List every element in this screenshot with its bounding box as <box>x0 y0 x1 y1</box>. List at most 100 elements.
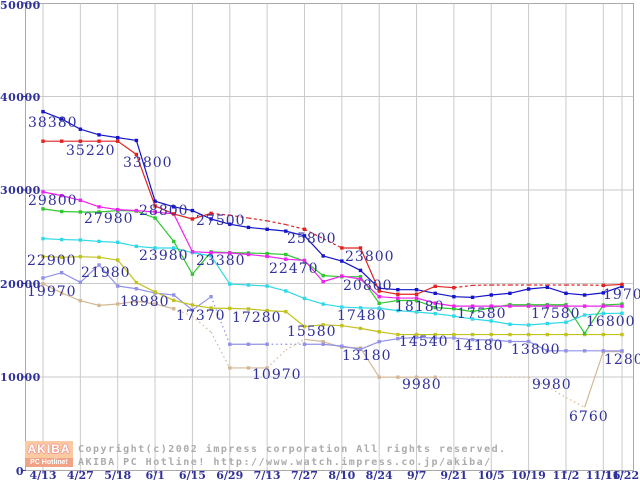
series-magenta-point <box>377 294 381 299</box>
series-periwinkle <box>341 345 361 350</box>
series-tan <box>80 300 100 306</box>
series-green <box>360 276 380 304</box>
series-blue-point <box>78 127 83 131</box>
akiba-logo-subtitle: PC Hotline! <box>25 458 73 467</box>
series-red-point <box>97 139 101 143</box>
series-cyan-point <box>340 305 344 309</box>
series-olive-point <box>564 332 568 337</box>
series-red <box>267 220 286 226</box>
series-tan <box>584 351 604 408</box>
series-red <box>359 247 380 292</box>
series-blue <box>603 285 623 294</box>
series-blue-point <box>302 234 307 238</box>
series-periwinkle-point <box>209 294 213 299</box>
series-magenta-point <box>452 304 456 308</box>
series-periwinkle-point <box>78 280 83 284</box>
series-periwinkle-point <box>59 270 64 275</box>
series-red-point <box>340 246 344 250</box>
series-olive <box>173 299 193 306</box>
series-magenta <box>61 195 81 201</box>
series-tan <box>173 308 193 317</box>
value-label: 18980 <box>120 294 170 310</box>
series-blue <box>491 292 510 296</box>
series-green <box>584 304 604 334</box>
series-red <box>603 283 623 286</box>
series-olive-point <box>452 332 456 337</box>
series-magenta-point <box>190 250 195 254</box>
series-olive-point <box>153 290 157 294</box>
series-blue-point <box>153 199 157 203</box>
series-cyan <box>397 310 417 313</box>
series-cyan-point <box>321 302 325 306</box>
series-red-point <box>620 282 624 287</box>
series-blue-point <box>564 291 568 296</box>
series-cyan <box>285 290 305 300</box>
series-olive <box>98 256 118 261</box>
series-green <box>154 217 175 242</box>
value-label: 23800 <box>345 249 395 265</box>
series-magenta-point <box>414 296 419 300</box>
series-blue-point <box>526 287 531 291</box>
series-blue-point <box>620 284 624 289</box>
series-green-point <box>321 273 325 278</box>
series-olive-point <box>209 306 213 310</box>
series-tan <box>98 303 118 306</box>
series-magenta <box>285 258 305 262</box>
series-magenta <box>341 275 361 280</box>
series-red-point <box>396 292 400 296</box>
series-blue-point <box>358 268 363 273</box>
x-axis-label: 6/1 <box>145 469 165 480</box>
series-cyan-point <box>396 308 400 313</box>
series-green <box>173 241 193 275</box>
series-periwinkle-point <box>470 337 475 342</box>
series-olive-point <box>601 332 606 337</box>
series-cyan <box>453 315 473 320</box>
series-periwinkle <box>453 337 473 341</box>
series-red <box>285 224 305 230</box>
series-olive-point <box>489 332 493 337</box>
x-axis-label: 7/13 <box>253 469 281 480</box>
series-cyan-point <box>59 237 64 242</box>
series-red-point <box>601 283 606 288</box>
series-blue <box>528 286 548 290</box>
series-blue <box>379 287 398 291</box>
x-axis-label: 6/15 <box>178 469 206 480</box>
series-periwinkle <box>397 336 417 340</box>
series-cyan-point <box>302 296 307 301</box>
series-magenta-point <box>284 257 288 261</box>
series-olive-point <box>78 254 83 259</box>
series-magenta-point <box>340 274 344 278</box>
value-label: 13800 <box>511 342 561 358</box>
series-magenta-point <box>209 250 213 255</box>
series-blue <box>509 288 529 294</box>
series-cyan-point <box>582 313 587 317</box>
series-green <box>379 299 398 304</box>
series-green-point <box>265 251 269 256</box>
series-red-point <box>190 217 195 221</box>
series-magenta-point <box>59 193 64 198</box>
value-label: 12800 <box>604 352 640 368</box>
series-tan-point <box>59 291 64 295</box>
series-green <box>42 208 62 213</box>
series-olive <box>341 325 361 329</box>
value-label: 9980 <box>532 377 572 393</box>
series-green-point <box>620 302 624 306</box>
series-periwinkle-point <box>433 336 437 340</box>
series-red <box>117 140 137 155</box>
value-label: 25800 <box>287 231 337 247</box>
series-cyan <box>528 322 548 326</box>
series-periwinkle-point <box>172 293 176 297</box>
series-red-point <box>433 284 437 289</box>
value-label: 15580 <box>287 324 337 340</box>
series-cyan-point <box>116 240 120 245</box>
series-magenta-point <box>526 304 531 308</box>
series-red <box>304 228 324 240</box>
series-magenta <box>360 278 380 298</box>
series-periwinkle <box>323 343 342 347</box>
series-green-point <box>582 331 587 336</box>
series-green-point <box>358 274 363 279</box>
series-blue <box>416 289 436 294</box>
series-periwinkle <box>79 264 100 283</box>
series-magenta <box>379 296 398 299</box>
